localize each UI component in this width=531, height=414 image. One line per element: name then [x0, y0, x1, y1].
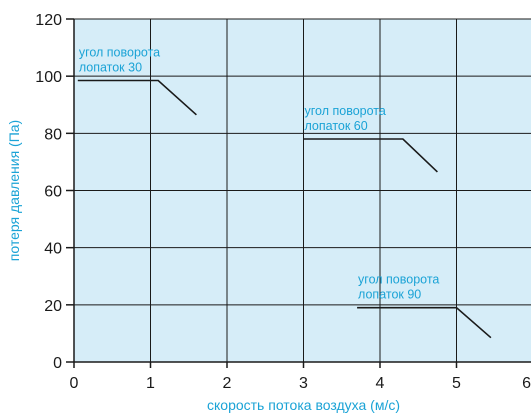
grid: [74, 18, 531, 362]
x-tick-label: 3: [299, 375, 308, 392]
y-tick-label: 0: [53, 355, 62, 372]
x-tick-label: 6: [522, 375, 531, 392]
y-axis-title: потеря давления (Па): [6, 120, 22, 261]
series-line: [303, 138, 438, 173]
x-tick-label: 2: [223, 375, 232, 392]
series-label-line: угол поворота: [305, 104, 386, 118]
x-axis-title: скорость потока воздуха (м/с): [207, 397, 400, 413]
series-label-line: угол поворота: [79, 45, 160, 59]
series-label: угол поворота лопаток 90: [358, 273, 439, 302]
series-label: угол поворота лопаток 30: [79, 45, 160, 74]
y-tick-label: 100: [35, 69, 62, 86]
series-label-line: лопаток 60: [305, 119, 368, 133]
x-tick-label: 4: [376, 375, 385, 392]
series-label-line: лопаток 30: [79, 60, 142, 74]
x-tick-label: 5: [452, 375, 461, 392]
series-label-line: лопаток 90: [358, 288, 421, 302]
series-label-line: угол поворота: [358, 273, 439, 287]
y-tick-label: 20: [44, 298, 62, 315]
x-tick-label: 0: [70, 375, 79, 392]
x-tick-label: 1: [146, 375, 155, 392]
y-tick-label: 80: [44, 126, 62, 143]
series-line: [77, 79, 197, 116]
y-tick-label: 40: [44, 241, 62, 258]
series-label: угол поворота лопаток 60: [305, 104, 386, 133]
y-tick-label: 60: [44, 184, 62, 201]
series-line: [357, 306, 492, 339]
y-tick-label: 120: [35, 12, 62, 29]
